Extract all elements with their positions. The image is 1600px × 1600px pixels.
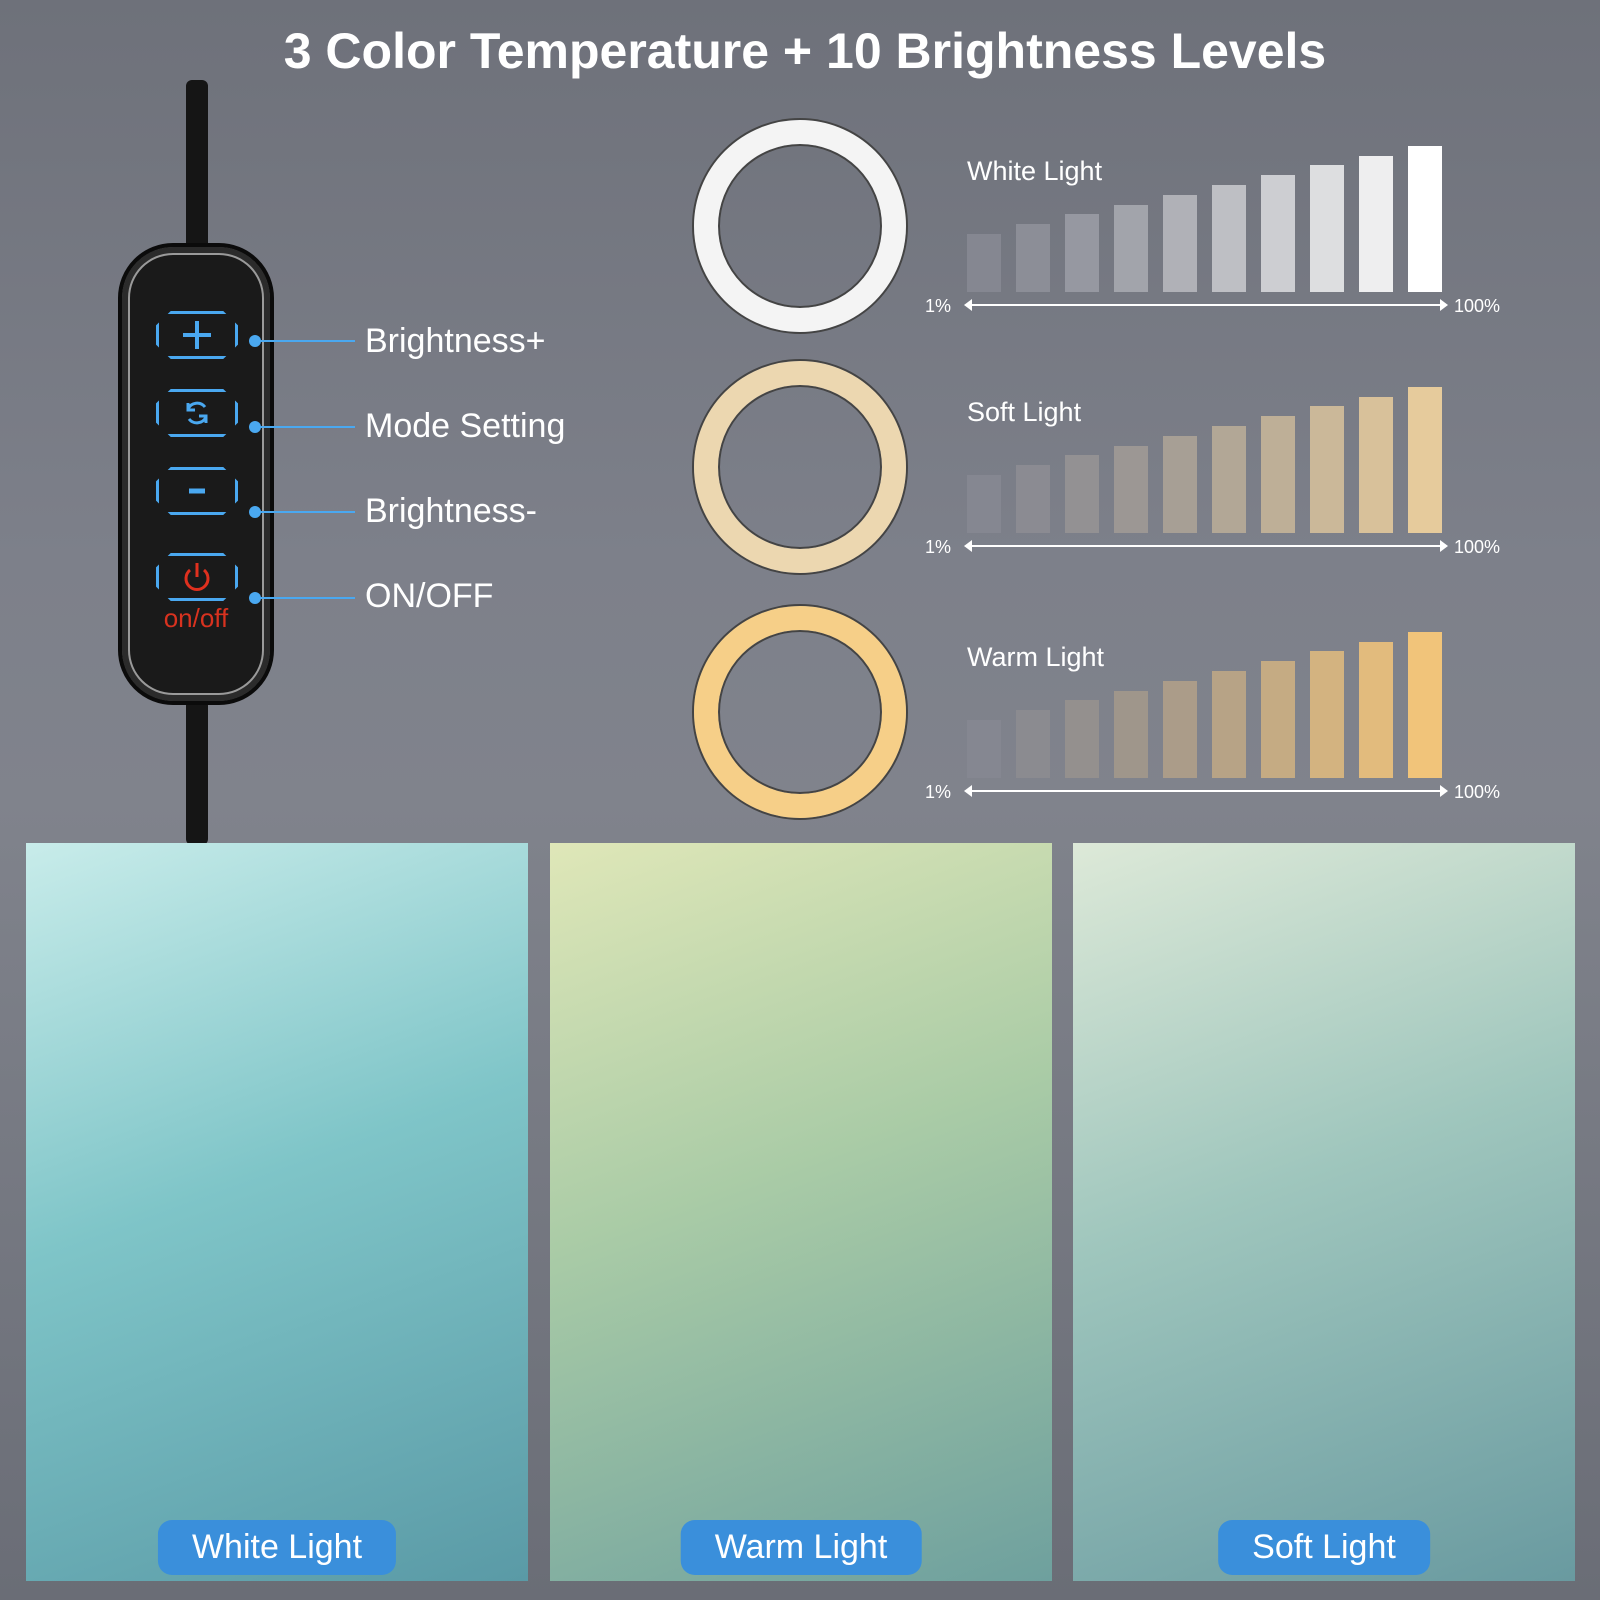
brightness-bar <box>1065 700 1099 778</box>
brightness-bar <box>1114 690 1148 778</box>
page-title: 3 Color Temperature + 10 Brightness Leve… <box>283 23 1327 79</box>
brightness-bar <box>967 234 1001 292</box>
brightness-bar <box>1114 445 1148 533</box>
mode-label: Warm Light <box>967 642 1105 672</box>
brightness-bar <box>1212 671 1246 778</box>
brightness-bar <box>1016 710 1050 778</box>
label-mode-setting: Mode Setting <box>365 407 566 445</box>
brightness-bar <box>1408 145 1442 292</box>
power-label: on/off <box>163 603 229 633</box>
brightness-bar <box>1065 214 1099 292</box>
mode-setting-button[interactable] <box>156 389 238 437</box>
callout-line <box>255 597 355 599</box>
brightness-bar <box>1065 455 1099 533</box>
brightness-bar <box>1163 435 1197 533</box>
brightness-bar <box>1261 416 1295 533</box>
brightness-bar <box>1310 651 1344 778</box>
ring-light-2 <box>694 606 906 818</box>
photo-soft-light: Soft Light <box>1073 843 1575 1581</box>
photo-white-light: White Light <box>26 843 528 1581</box>
brightness-bar <box>967 475 1001 533</box>
brightness-bar <box>1310 165 1344 292</box>
brightness-bar <box>1359 641 1393 778</box>
min-label: 1% <box>925 537 952 557</box>
ring-light-1 <box>694 361 906 573</box>
inline-remote: on/off <box>118 243 274 705</box>
brightness-bar <box>1359 155 1393 292</box>
photo-label: Soft Light <box>1218 1520 1430 1575</box>
brightness-axis-arrow <box>964 785 1448 797</box>
min-label: 1% <box>925 296 952 316</box>
photo-label: Warm Light <box>680 1520 922 1575</box>
power-icon <box>184 563 210 591</box>
label-brightness-plus: Brightness+ <box>365 322 546 360</box>
min-label: 1% <box>925 782 952 802</box>
brightness-plus-button[interactable] <box>156 311 238 359</box>
brightness-bar <box>1408 386 1442 533</box>
callout-line <box>255 340 355 342</box>
callout-line <box>255 426 355 428</box>
cable-bottom <box>186 700 208 845</box>
label-brightness-minus: Brightness- <box>365 492 537 530</box>
brightness-bar <box>1114 204 1148 292</box>
brightness-bar <box>1212 185 1246 292</box>
callout-line <box>255 511 355 513</box>
brightness-bar <box>967 720 1001 778</box>
brightness-bar <box>1261 661 1295 778</box>
plus-icon <box>183 321 211 349</box>
brightness-bar <box>1163 680 1197 778</box>
mode-label: White Light <box>967 156 1103 186</box>
photo-warm-light: Warm Light <box>550 843 1052 1581</box>
cable-top <box>186 80 208 250</box>
brightness-minus-button[interactable] <box>156 467 238 515</box>
photo-label: White Light <box>157 1520 397 1575</box>
brightness-bar <box>1310 406 1344 533</box>
max-label: 100% <box>1454 296 1501 316</box>
brightness-bar <box>1261 175 1295 292</box>
max-label: 100% <box>1454 537 1501 557</box>
brightness-axis-arrow <box>964 540 1448 552</box>
brightness-bar <box>1359 396 1393 533</box>
brightness-bar <box>1016 465 1050 533</box>
power-button[interactable] <box>156 553 238 601</box>
minus-icon <box>189 488 205 494</box>
refresh-icon <box>186 401 208 425</box>
brightness-bar <box>1016 224 1050 292</box>
mode-label: Soft Light <box>967 397 1082 427</box>
brightness-bar <box>1408 631 1442 778</box>
ring-light-0 <box>694 120 906 332</box>
brightness-bar <box>1163 194 1197 292</box>
brightness-axis-arrow <box>964 299 1448 311</box>
max-label: 100% <box>1454 782 1501 802</box>
label-on-off: ON/OFF <box>365 577 494 615</box>
brightness-bar <box>1212 426 1246 533</box>
